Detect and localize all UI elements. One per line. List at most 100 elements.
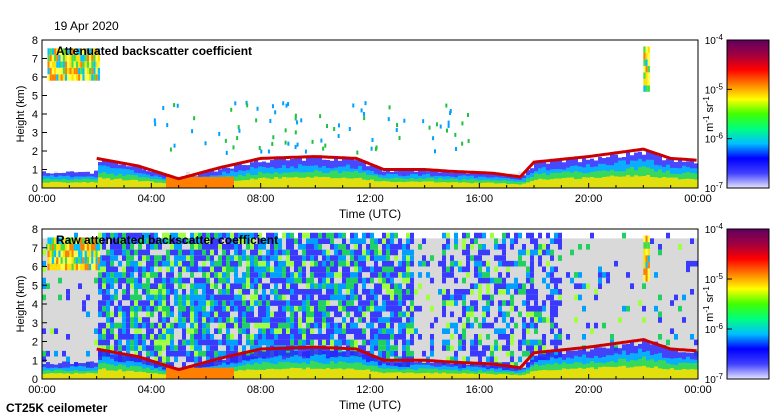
aerosol-layer (610, 175, 614, 188)
speckle (518, 345, 522, 351)
noise-column (450, 238, 454, 379)
speckle (154, 255, 158, 261)
aerosol-layer (262, 177, 266, 188)
speckle (382, 305, 386, 312)
speckle (126, 317, 130, 323)
speckle (270, 339, 274, 346)
speckle (226, 339, 230, 346)
aerosol-layer (50, 373, 54, 379)
speckle (350, 305, 354, 312)
speckle (98, 238, 102, 244)
speckle (214, 249, 218, 256)
speckle (330, 334, 334, 340)
speckle (282, 317, 286, 323)
speckle (318, 266, 322, 273)
speckle (446, 272, 450, 278)
speckle (386, 350, 390, 357)
sparse-echo (287, 102, 290, 107)
speckle (230, 300, 234, 306)
aerosol-layer (118, 369, 122, 379)
speckle (190, 289, 194, 295)
speckle (546, 294, 550, 301)
aerosol-layer (498, 373, 502, 379)
speckle (194, 345, 198, 351)
speckle (166, 260, 170, 267)
aerosol-core (190, 367, 194, 379)
speckle (110, 232, 114, 239)
speckle (530, 289, 534, 295)
speckle (246, 350, 250, 357)
speckle (494, 238, 498, 244)
speckle (102, 328, 106, 334)
speckle (410, 272, 414, 278)
speckle (582, 334, 586, 340)
speckle (354, 334, 358, 340)
speckle (306, 317, 310, 323)
speckle (546, 244, 550, 250)
speckle (94, 328, 98, 334)
aerosol-layer (118, 178, 122, 188)
speckle (490, 345, 494, 351)
speckle (306, 322, 310, 329)
speckle (182, 294, 186, 301)
speckle (210, 232, 214, 239)
aerosol-core (178, 176, 182, 188)
speckle (178, 305, 182, 312)
speckle (330, 277, 334, 284)
speckle (594, 294, 598, 301)
speckle (502, 249, 506, 256)
speckle (538, 244, 542, 250)
aerosol-layer (250, 178, 254, 188)
sparse-echo (370, 146, 373, 151)
speckle (450, 311, 454, 318)
aerosol-layer (134, 371, 138, 379)
speckle (306, 238, 310, 244)
speckle (262, 266, 266, 273)
speckle (506, 322, 510, 329)
speckle (350, 260, 354, 267)
speckle (190, 350, 194, 357)
speckle (158, 350, 162, 357)
aerosol-layer (530, 180, 534, 188)
speckle (126, 328, 130, 334)
aerosol-layer (354, 178, 358, 188)
speckle (558, 289, 562, 295)
speckle (558, 238, 562, 244)
aerosol-layer (474, 182, 478, 188)
speckle (498, 244, 502, 250)
speckle (394, 272, 398, 278)
speckle (110, 272, 114, 278)
speckle (362, 289, 366, 295)
x-axis-label: Time (UTC) (339, 398, 401, 412)
speckle (146, 244, 150, 250)
aerosol-layer (486, 373, 490, 379)
speckle (286, 232, 290, 239)
speckle (422, 255, 426, 261)
speckle (506, 232, 510, 239)
speckle (470, 244, 474, 250)
speckle (334, 328, 338, 334)
speckle (274, 277, 278, 284)
speckle (418, 244, 422, 250)
colorbar-label: m-1 sr-1 (702, 96, 716, 132)
speckle (262, 272, 266, 278)
speckle (262, 334, 266, 340)
speckle (506, 350, 510, 357)
aerosol-layer (454, 182, 458, 188)
speckle (302, 300, 306, 306)
speckle (390, 345, 394, 351)
speckle (262, 305, 266, 312)
aerosol-layer (394, 182, 398, 188)
speckle (290, 322, 294, 329)
speckle (182, 283, 186, 289)
speckle (350, 317, 354, 323)
speckle (322, 339, 326, 346)
speckle (210, 260, 214, 267)
noise-column (402, 238, 406, 379)
speckle (286, 334, 290, 340)
speckle (210, 339, 214, 346)
speckle (406, 244, 410, 250)
speckle (358, 272, 362, 278)
aerosol-core (182, 176, 186, 188)
speckle (430, 277, 434, 284)
